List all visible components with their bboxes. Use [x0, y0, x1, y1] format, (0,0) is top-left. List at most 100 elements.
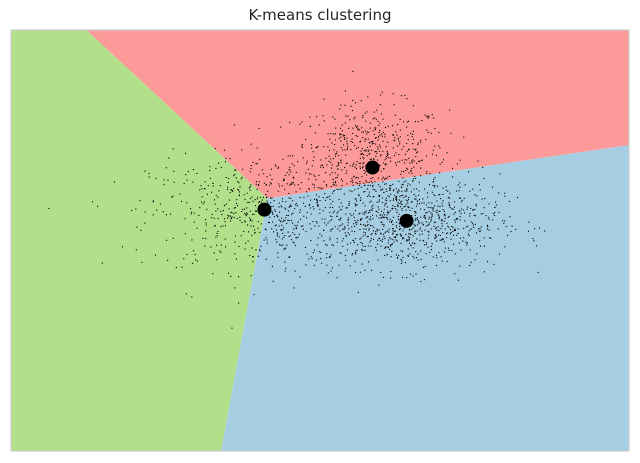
data-point [303, 215, 305, 217]
data-point [376, 228, 378, 230]
data-point [449, 109, 451, 111]
data-point [359, 167, 361, 169]
data-point [355, 168, 357, 170]
data-point [409, 253, 411, 255]
data-point [352, 141, 354, 143]
data-point [341, 208, 343, 210]
data-point [411, 162, 413, 164]
data-point [424, 244, 426, 246]
data-point [442, 205, 444, 207]
data-point [237, 188, 239, 190]
data-point [405, 195, 407, 197]
data-point [173, 181, 175, 183]
data-point [193, 250, 195, 252]
data-point [187, 170, 189, 172]
data-point [217, 208, 219, 210]
data-point [359, 141, 361, 143]
data-point [381, 201, 383, 203]
data-point [351, 190, 353, 192]
data-point [381, 214, 383, 216]
data-point [304, 246, 306, 248]
data-point [453, 213, 455, 215]
data-point [406, 190, 408, 192]
data-point [438, 131, 440, 133]
data-point [302, 157, 304, 159]
data-point [320, 251, 322, 253]
data-point [354, 219, 356, 221]
data-point [230, 211, 232, 213]
data-point [347, 232, 349, 234]
data-point [335, 181, 337, 183]
data-point [451, 208, 453, 210]
data-point [378, 229, 380, 231]
data-point [309, 116, 311, 118]
data-point [392, 199, 394, 201]
data-point [339, 219, 341, 221]
data-point [113, 181, 115, 183]
data-point [326, 264, 328, 266]
data-point [353, 223, 355, 225]
data-point [431, 114, 433, 116]
data-point [215, 210, 217, 212]
data-point [330, 186, 332, 188]
data-point [395, 230, 397, 232]
data-point [312, 160, 314, 162]
data-point [400, 242, 402, 244]
data-point [379, 134, 381, 136]
data-point [439, 210, 441, 212]
data-point [396, 234, 398, 236]
data-point [344, 232, 346, 234]
data-point [363, 154, 365, 156]
data-point [233, 175, 235, 177]
data-point [199, 189, 201, 191]
data-point [204, 245, 206, 247]
data-point [299, 123, 301, 125]
data-point [254, 229, 256, 231]
data-point [394, 194, 396, 196]
data-point [340, 224, 342, 226]
data-point [186, 202, 188, 204]
data-point [373, 196, 375, 198]
data-point [136, 226, 138, 228]
data-point [361, 131, 363, 133]
data-point [436, 240, 438, 242]
data-point [239, 216, 241, 218]
data-point [460, 249, 462, 251]
data-point [388, 187, 390, 189]
data-point [330, 167, 332, 169]
data-point [309, 223, 311, 225]
data-point [404, 159, 406, 161]
data-point [370, 209, 372, 211]
data-point [301, 147, 303, 149]
data-point [195, 259, 197, 261]
data-point [463, 227, 465, 229]
data-point [247, 213, 249, 215]
chart-title: K-means clustering [248, 6, 392, 24]
data-point [313, 184, 315, 186]
data-point [247, 240, 249, 242]
data-point [383, 178, 385, 180]
data-point [382, 216, 384, 218]
data-point [289, 205, 291, 207]
data-point [432, 207, 434, 209]
data-point [447, 247, 449, 249]
data-point [289, 184, 291, 186]
data-point [217, 196, 219, 198]
data-point [425, 212, 427, 214]
data-point [505, 226, 507, 228]
data-point [438, 145, 440, 147]
data-point [378, 150, 380, 152]
data-point [365, 210, 367, 212]
data-point [222, 210, 224, 212]
data-point [363, 231, 365, 233]
data-point [418, 199, 420, 201]
data-point [401, 190, 403, 192]
data-point [369, 122, 371, 124]
data-point [266, 239, 268, 241]
data-point [409, 228, 411, 230]
data-point [316, 201, 318, 203]
data-point [327, 133, 329, 135]
data-point [442, 187, 444, 189]
data-point [396, 221, 398, 223]
data-point [483, 237, 485, 239]
